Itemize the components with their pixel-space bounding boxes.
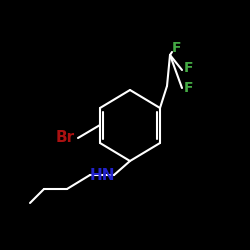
Text: F: F: [184, 61, 194, 75]
Text: HN: HN: [90, 168, 116, 182]
Text: F: F: [172, 41, 182, 55]
Text: Br: Br: [56, 130, 75, 146]
Text: F: F: [184, 81, 194, 95]
